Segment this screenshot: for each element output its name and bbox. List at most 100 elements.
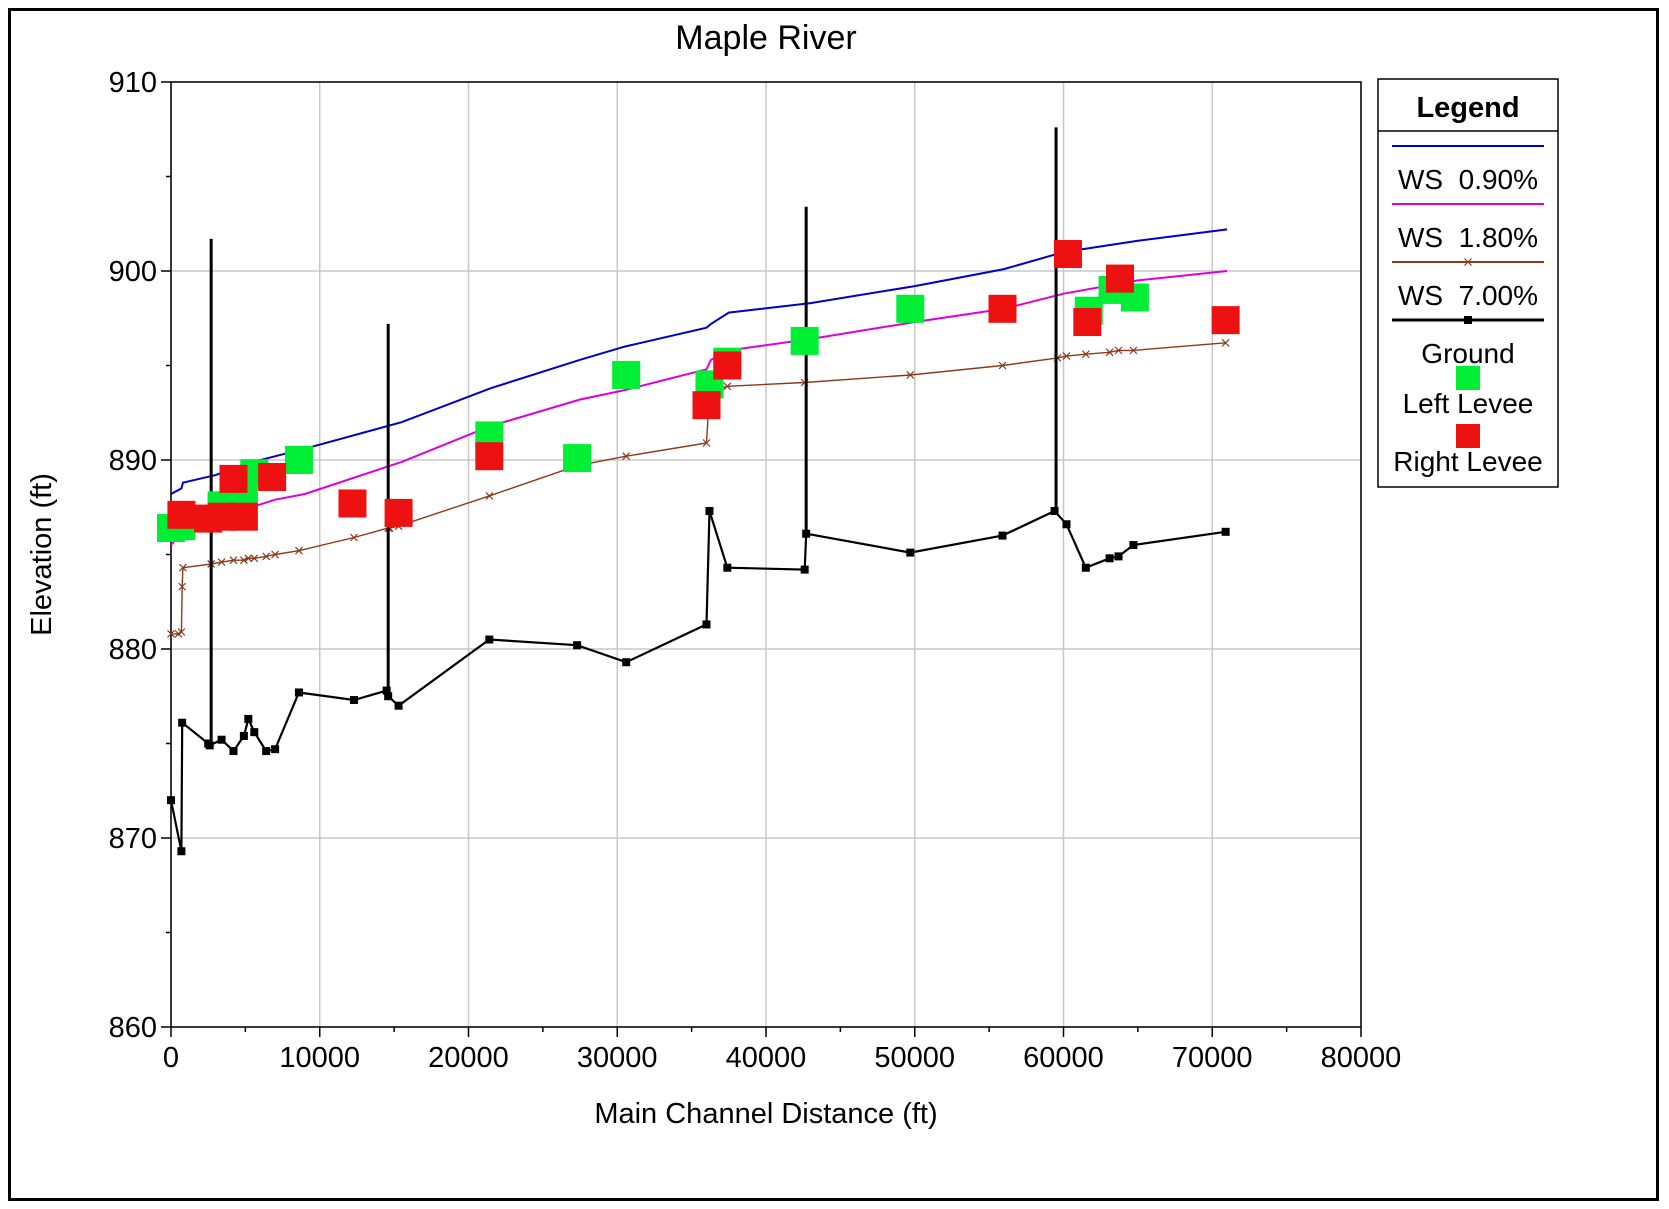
data-point <box>239 556 248 565</box>
data-point <box>802 529 811 538</box>
levee-point <box>219 464 248 493</box>
data-point <box>622 452 631 461</box>
y-tick-label: 880 <box>109 634 157 666</box>
data-point <box>262 747 271 756</box>
data-point <box>205 741 214 750</box>
legend-title: Legend <box>1416 92 1519 124</box>
levee-point <box>563 444 592 473</box>
legend-swatch <box>1456 366 1480 390</box>
levee-point <box>1211 306 1240 335</box>
data-point <box>998 531 1007 540</box>
series-line <box>169 509 1226 852</box>
levee-point <box>896 294 925 323</box>
data-point <box>1114 552 1123 561</box>
data-point <box>1129 541 1138 550</box>
data-point <box>1105 554 1114 563</box>
x-tick-label: 50000 <box>874 1042 955 1074</box>
data-point <box>229 747 238 756</box>
levee-point <box>790 326 819 355</box>
data-point <box>167 629 175 638</box>
levee-point <box>258 463 287 492</box>
series-2 <box>167 338 1230 638</box>
legend-label: Left Levee <box>1403 388 1534 419</box>
data-point <box>1114 346 1123 355</box>
legend: Legend WS 0.90% WS 1.80% WS 7.00% Ground Lef… <box>1377 78 1559 488</box>
x-tick-label: 20000 <box>428 1042 509 1074</box>
levee-point <box>167 500 196 529</box>
levee-point <box>692 391 721 420</box>
series-line <box>171 342 1226 635</box>
legend-label: WS 7.00% <box>1398 280 1538 311</box>
levee-point <box>713 351 742 380</box>
data-point <box>382 686 391 695</box>
data-point <box>485 635 494 644</box>
legend-swatch-marker <box>1464 316 1472 324</box>
data-point <box>295 546 303 555</box>
data-point <box>1081 563 1090 572</box>
data-point <box>485 491 494 500</box>
series-layer <box>157 127 1240 856</box>
data-point <box>906 548 915 557</box>
levee-point <box>338 489 367 518</box>
tick-labels: 0 10000 20000 30000 40000 50000 60000 70000 8000… <box>109 67 1402 1074</box>
data-point <box>723 382 732 391</box>
legend-label: Right Levee <box>1393 446 1542 477</box>
y-tick-label: 890 <box>109 445 157 477</box>
series-line <box>170 228 1228 495</box>
chart-grid <box>170 81 1362 1028</box>
data-point <box>349 696 358 705</box>
y-tick-label: 900 <box>109 256 157 288</box>
data-point <box>1081 350 1090 359</box>
data-point <box>1464 258 1472 266</box>
data-point <box>262 552 271 561</box>
legend-label: WS 1.80% <box>1398 222 1538 253</box>
chart-frame: 0 10000 20000 30000 40000 50000 60000 70000 8000… <box>8 8 1659 1201</box>
data-point <box>178 563 187 572</box>
data-point <box>1062 352 1071 360</box>
chart-svg: 0 10000 20000 30000 40000 50000 60000 70000 8000… <box>26 19 1559 1130</box>
levee-point <box>1106 264 1135 293</box>
data-point <box>217 558 226 566</box>
levee-point <box>612 360 641 389</box>
chart-title: Maple River <box>675 19 856 57</box>
data-point <box>1221 527 1230 536</box>
x-tick-label: 30000 <box>577 1042 658 1074</box>
data-point <box>702 439 711 447</box>
data-point <box>271 745 280 754</box>
levee-point <box>229 502 258 531</box>
data-point <box>1105 348 1114 357</box>
levee-point <box>284 446 313 474</box>
data-point <box>394 701 403 710</box>
data-point <box>178 582 187 591</box>
data-point <box>229 556 238 565</box>
x-axis-label: Main Channel Distance (ft) <box>594 1098 937 1130</box>
series-0 <box>170 228 1228 495</box>
data-point <box>1129 346 1138 355</box>
data-point <box>906 371 915 379</box>
data-point <box>250 554 259 563</box>
data-point <box>294 688 303 697</box>
series-3 <box>167 127 1230 856</box>
x-tick-label: 40000 <box>726 1042 807 1074</box>
data-point <box>723 563 732 572</box>
data-point <box>217 735 226 744</box>
y-axis-label: Elevation (ft) <box>26 473 58 636</box>
data-point <box>244 554 253 563</box>
data-point <box>573 641 582 650</box>
x-tick-label: 10000 <box>279 1042 360 1074</box>
data-point <box>702 620 711 629</box>
data-point <box>177 628 186 636</box>
levee-point <box>1053 239 1082 268</box>
data-point <box>998 361 1007 370</box>
data-point <box>1221 338 1230 347</box>
data-point <box>178 718 187 727</box>
x-tick-label: 60000 <box>1023 1042 1104 1074</box>
levee-point <box>384 498 413 527</box>
data-point <box>800 565 809 574</box>
data-point <box>350 533 358 542</box>
chart-axes <box>161 81 1362 1037</box>
series-5 <box>167 239 1240 533</box>
data-point <box>177 847 186 856</box>
legend-label: Ground <box>1421 338 1514 369</box>
data-point <box>167 796 175 805</box>
